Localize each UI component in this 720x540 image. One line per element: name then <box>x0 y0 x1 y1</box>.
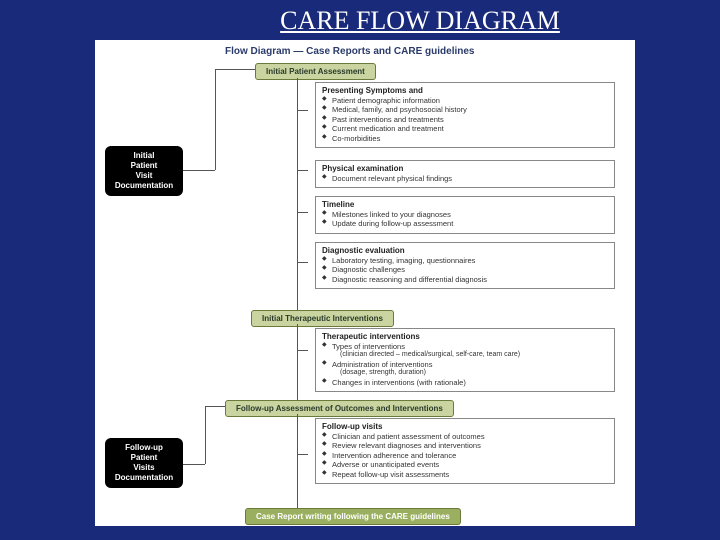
stage-case-report: Case Report writing following the CARE g… <box>245 508 461 525</box>
infobox-title: Diagnostic evaluation <box>322 246 608 255</box>
side-connector <box>183 170 215 171</box>
sidebox-followup-visit: Follow-up Patient Visits Documentation <box>105 438 183 488</box>
slide-title: CARE FLOW DIAGRAM <box>0 0 720 40</box>
infobox-timeline: Timeline Milestones linked to your diagn… <box>315 196 615 234</box>
infobox-item: Past interventions and treatments <box>322 115 608 124</box>
infobox-physical-exam: Physical examination Document relevant p… <box>315 160 615 188</box>
infobox-title: Timeline <box>322 200 608 209</box>
infobox-item: Co-morbidities <box>322 134 608 143</box>
infobox-item: Types of interventions <box>322 342 608 351</box>
infobox-therapeutic-interventions: Therapeutic interventions Types of inter… <box>315 328 615 392</box>
sidebox-initial-visit: Initial Patient Visit Documentation <box>105 146 183 196</box>
stage-therapeutic-interventions: Initial Therapeutic Interventions <box>251 310 394 327</box>
connector-tick <box>298 350 308 351</box>
infobox-item: Laboratory testing, imaging, questionnai… <box>322 256 608 265</box>
sidebox-line: Visit <box>109 171 179 181</box>
stage-label: Initial Patient Assessment <box>266 67 365 76</box>
infobox-title: Follow-up visits <box>322 422 608 431</box>
infobox-item: Intervention adherence and tolerance <box>322 451 608 460</box>
stage-label: Follow-up Assessment of Outcomes and Int… <box>236 404 443 413</box>
connector-tick <box>298 110 308 111</box>
connector-tick <box>298 170 308 171</box>
sidebox-line: Patient <box>109 453 179 463</box>
sidebox-line: Documentation <box>109 181 179 191</box>
side-connector <box>215 69 216 170</box>
connector-tick <box>298 262 308 263</box>
infobox-item: Changes in interventions (with rationale… <box>322 378 608 387</box>
infobox-item: Adverse or unanticipated events <box>322 460 608 469</box>
infobox-item: Medical, family, and psychosocial histor… <box>322 105 608 114</box>
stage-followup-assessment: Follow-up Assessment of Outcomes and Int… <box>225 400 454 417</box>
infobox-item: Diagnostic challenges <box>322 265 608 274</box>
stage-initial-assessment: Initial Patient Assessment <box>255 63 376 80</box>
connector-tick <box>298 454 308 455</box>
infobox-subitem: (dosage, strength, duration) <box>322 369 608 377</box>
infobox-diagnostic-eval: Diagnostic evaluation Laboratory testing… <box>315 242 615 289</box>
stage-label: Initial Therapeutic Interventions <box>262 314 383 323</box>
infobox-item: Diagnostic reasoning and differential di… <box>322 275 608 284</box>
infobox-item: Administration of interventions <box>322 360 608 369</box>
infobox-item: Clinician and patient assessment of outc… <box>322 432 608 441</box>
side-connector <box>205 406 206 464</box>
infobox-item: Review relevant diagnoses and interventi… <box>322 441 608 450</box>
infobox-title: Physical examination <box>322 164 608 173</box>
diagram-canvas: Flow Diagram — Case Reports and CARE gui… <box>95 40 635 526</box>
side-connector <box>205 406 225 407</box>
spine-line <box>297 324 298 400</box>
infobox-presenting-symptoms: Presenting Symptoms and Patient demograp… <box>315 82 615 148</box>
infobox-followup-visits: Follow-up visits Clinician and patient a… <box>315 418 615 484</box>
side-connector <box>215 69 255 70</box>
infobox-item: Update during follow-up assessment <box>322 219 608 228</box>
spine-line <box>297 414 298 508</box>
infobox-item: Patient demographic information <box>322 96 608 105</box>
infobox-item: Repeat follow-up visit assessments <box>322 470 608 479</box>
sidebox-line: Documentation <box>109 473 179 483</box>
sidebox-line: Patient <box>109 161 179 171</box>
infobox-item: Document relevant physical findings <box>322 174 608 183</box>
side-connector <box>183 464 205 465</box>
sidebox-line: Visits <box>109 463 179 473</box>
infobox-title: Therapeutic interventions <box>322 332 608 341</box>
infobox-title: Presenting Symptoms and <box>322 86 608 95</box>
infobox-subitem: (clinician directed – medical/surgical, … <box>322 351 608 359</box>
sidebox-line: Initial <box>109 151 179 161</box>
spine-line <box>297 78 298 310</box>
stage-label: Case Report writing following the CARE g… <box>256 512 450 521</box>
connector-tick <box>298 212 308 213</box>
chart-title: Flow Diagram — Case Reports and CARE gui… <box>225 46 475 57</box>
infobox-item: Milestones linked to your diagnoses <box>322 210 608 219</box>
sidebox-line: Follow-up <box>109 443 179 453</box>
infobox-item: Current medication and treatment <box>322 124 608 133</box>
